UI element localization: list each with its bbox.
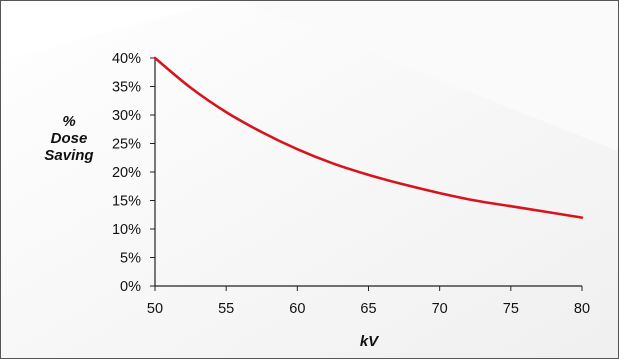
x-tick-label: 60 [289,301,305,317]
x-tick-label: 75 [503,301,519,317]
y-tick-label: 10% [112,222,141,238]
x-axis-ticks: 50 55 60 65 70 75 80 [147,286,590,317]
y-axis-ticks: 0% 5% 10% 15% 20% 25% 30% 35% 40% [112,51,155,295]
y-axis-title-line-2: Dose [51,130,88,147]
y-tick-label: 20% [112,165,141,181]
x-tick-label: 70 [432,301,448,317]
y-tick-label: 40% [112,51,141,67]
dose-saving-curve [153,56,584,219]
x-tick-label: 65 [360,301,376,317]
y-tick-label: 30% [112,108,141,124]
y-tick-label: 5% [120,251,141,267]
x-axis-title: kV [360,333,380,350]
y-tick-label: 35% [112,80,141,96]
y-tick-label: 15% [112,194,141,210]
x-tick-label: 55 [218,301,234,317]
y-axis-title-line-1: % [62,113,75,130]
y-tick-label: 25% [112,137,141,153]
x-tick-label: 80 [574,301,590,317]
y-tick-label: 0% [120,279,141,295]
background-shading-light [241,1,618,151]
x-tick-label: 50 [147,301,163,317]
y-axis-title-line-3: Saving [44,147,93,164]
series-group [153,56,584,219]
